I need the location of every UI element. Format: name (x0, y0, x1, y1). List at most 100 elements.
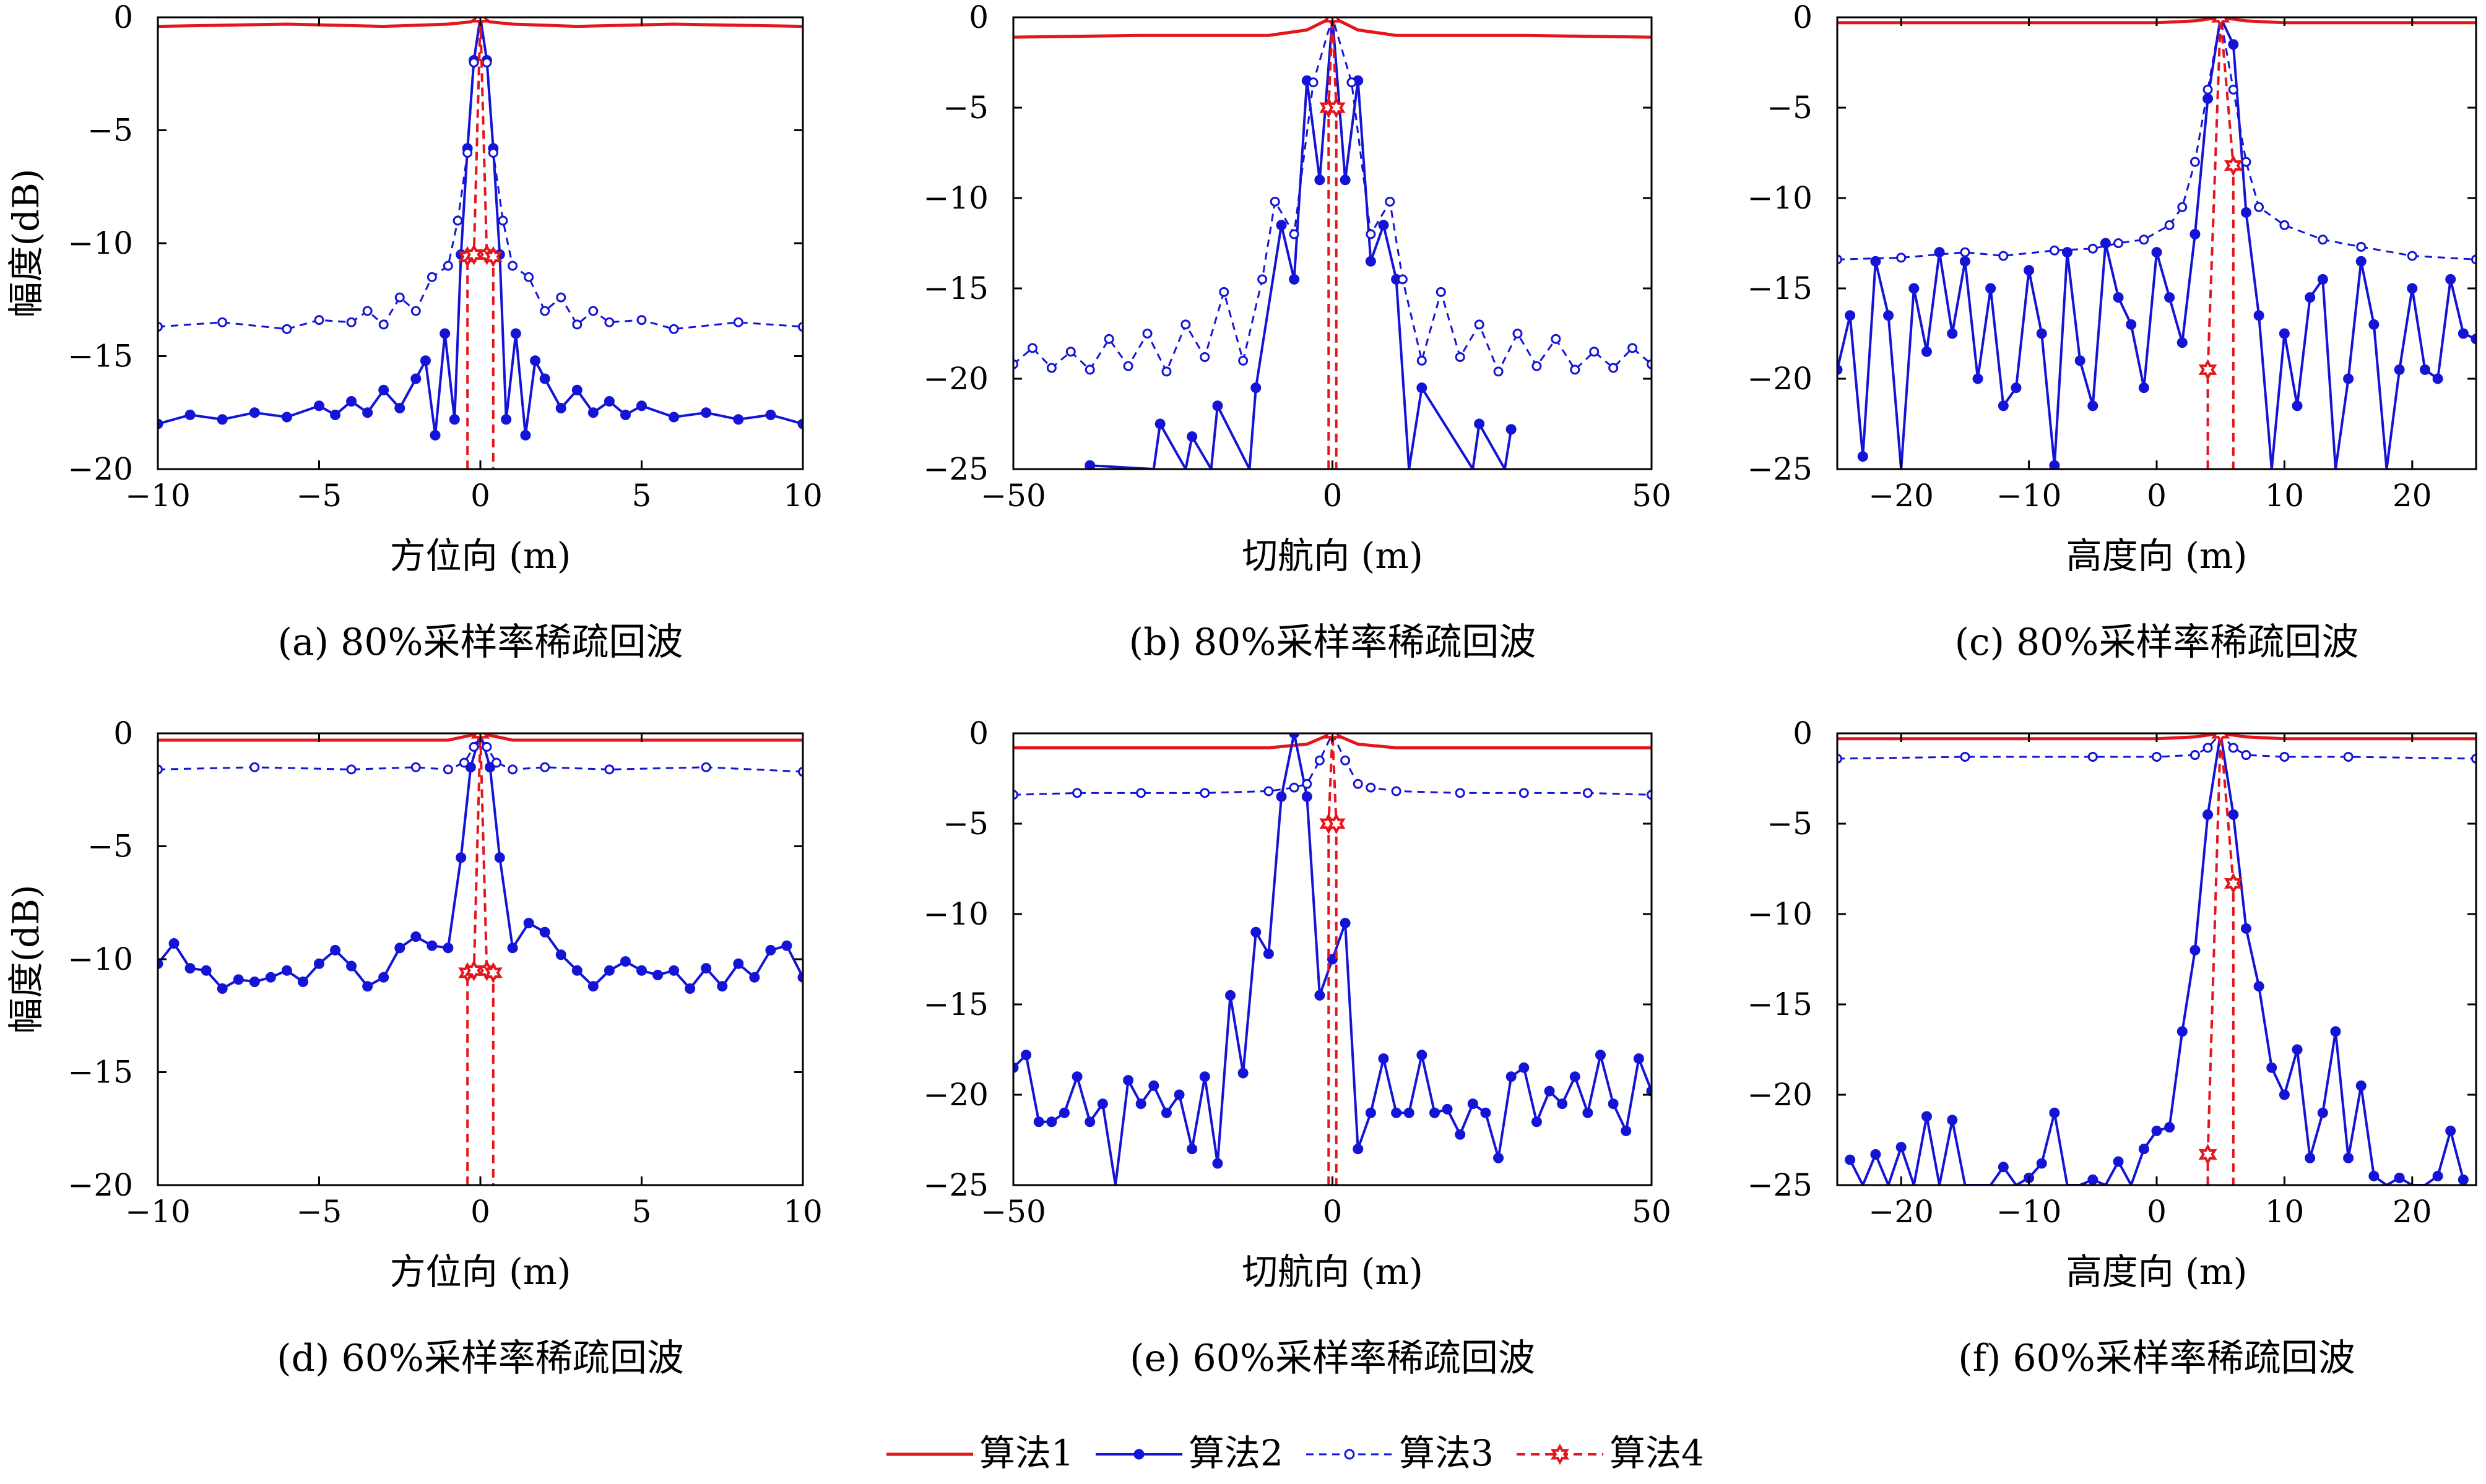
series-2-point (2036, 328, 2047, 339)
x-axis-label: 切航向 (m) (1242, 535, 1423, 577)
series-2-point (362, 407, 373, 418)
series-2-point (765, 944, 776, 956)
series-2-point (2151, 1125, 2162, 1136)
series-3-point (669, 324, 679, 334)
series-2-point (652, 970, 664, 981)
series-2-point (1845, 310, 1856, 321)
series-2-point (530, 355, 541, 366)
y-tick-label: −20 (923, 1077, 989, 1113)
series-4-point (2211, 733, 2230, 744)
series-2-point (1033, 1116, 1044, 1128)
series-3-point (2189, 750, 2200, 761)
series-2-point (2458, 328, 2469, 339)
series-2-point (2164, 1122, 2175, 1133)
legend-item-1: 算法1 (886, 1432, 1074, 1474)
y-tick-label: 0 (1793, 0, 1813, 35)
series-2-point (494, 852, 505, 863)
series-3-point (1647, 359, 1652, 369)
series-3-point (1608, 363, 1619, 373)
series-2-point (1959, 256, 1970, 267)
series-2-point (1276, 791, 1287, 802)
y-tick-label: −5 (87, 113, 133, 149)
series-2-point (1895, 1142, 1907, 1153)
series-2-point (1378, 1053, 1389, 1064)
series-2-point (1289, 274, 1300, 285)
chart-panel-f: −20 −10 0 10 20 0 −5 −10 −15 −20 −25 高度向 (m) (f) 60%… (1747, 715, 2477, 1380)
series-3-point (2343, 751, 2354, 762)
series-2-point (571, 384, 583, 395)
series-2-point (362, 981, 373, 992)
series-2-point (2343, 373, 2354, 384)
chart-panel-e: −50 0 50 0 −5 −10 −15 −20 −25 切航向 (m) (e) 60%采样率稀疏… (923, 715, 1671, 1380)
y-tick-label: −25 (1747, 451, 1813, 487)
series-2-point (2062, 247, 2073, 258)
series-3-point (540, 306, 550, 316)
series-2-point (1046, 1116, 1057, 1128)
series-2-point (1276, 220, 1287, 231)
series-2-point (507, 943, 518, 954)
series-2-point (2445, 274, 2456, 285)
series-2-point (1085, 1116, 1096, 1128)
series-2-point (2292, 1044, 2303, 1055)
series-2-point (2049, 460, 2060, 469)
series-3-point (556, 292, 566, 303)
series-line-3 (158, 733, 803, 773)
series-3-point (1180, 319, 1191, 330)
series-2-point (2024, 265, 2035, 276)
y-axis-label: 幅度(dB) (5, 884, 47, 1033)
y-tick-label: −15 (67, 1055, 133, 1090)
series-3-point (524, 272, 534, 282)
series-2-point (2279, 1089, 2290, 1100)
series-2-point (1314, 990, 1325, 1001)
series-3-point (1416, 355, 1427, 366)
series-3-point (701, 762, 711, 772)
series-3-point (2049, 245, 2059, 256)
series-line-4 (466, 733, 495, 1185)
y-tick-label: −25 (1747, 1167, 1813, 1203)
series-3-point (1960, 247, 1970, 257)
series-2-point (701, 407, 712, 418)
series-2-point (1493, 1152, 1504, 1163)
panel-caption: (d) 60%采样率稀疏回波 (277, 1337, 684, 1380)
series-2-point (1013, 1062, 1019, 1073)
series-2-point (1340, 175, 1351, 186)
series-4-point (2198, 359, 2217, 381)
series-3-point (1551, 334, 1561, 344)
y-tick-label: −10 (67, 225, 133, 261)
series-2-point (249, 407, 260, 418)
series-3-point (1161, 366, 1172, 377)
series-2-point (1621, 1125, 1632, 1136)
series-2-point (2049, 1107, 2060, 1118)
series-2-point (249, 977, 260, 987)
series-2-point (1998, 1162, 2009, 1173)
y-tick-label: −5 (87, 829, 133, 865)
axes-frame (1012, 16, 1653, 470)
panel-caption: (a) 80%采样率稀疏回波 (277, 621, 683, 664)
legend-item-2: 算法2 (1096, 1432, 1283, 1474)
series-2-point (1595, 1050, 1606, 1061)
series-2-point (330, 409, 341, 420)
series-2-point (501, 414, 512, 425)
x-tick-label: 0 (1323, 478, 1343, 514)
x-tick-label: −5 (297, 478, 342, 514)
series-3-point (249, 762, 260, 772)
y-tick-label: −20 (67, 451, 133, 487)
series-4-point (1327, 97, 1346, 119)
series-2-point (346, 960, 357, 972)
y-tick-label: −25 (923, 451, 989, 487)
series-3-point (508, 764, 518, 775)
series-2-point (1972, 373, 1983, 384)
series-3-point (1219, 287, 1229, 297)
series-4-point (1327, 813, 1346, 835)
series-2-point (443, 943, 454, 954)
series-line-3 (1837, 733, 2476, 760)
series-2-point (636, 400, 647, 412)
series-2-point (2189, 944, 2201, 956)
series-2-point (1569, 1071, 1580, 1082)
series-2-point (1135, 1098, 1146, 1110)
series-4-point (2224, 155, 2243, 176)
series-2-point (2330, 1026, 2341, 1037)
series-2-point (1883, 310, 1894, 321)
series-3-point (798, 767, 803, 777)
plot-area (158, 733, 803, 1185)
